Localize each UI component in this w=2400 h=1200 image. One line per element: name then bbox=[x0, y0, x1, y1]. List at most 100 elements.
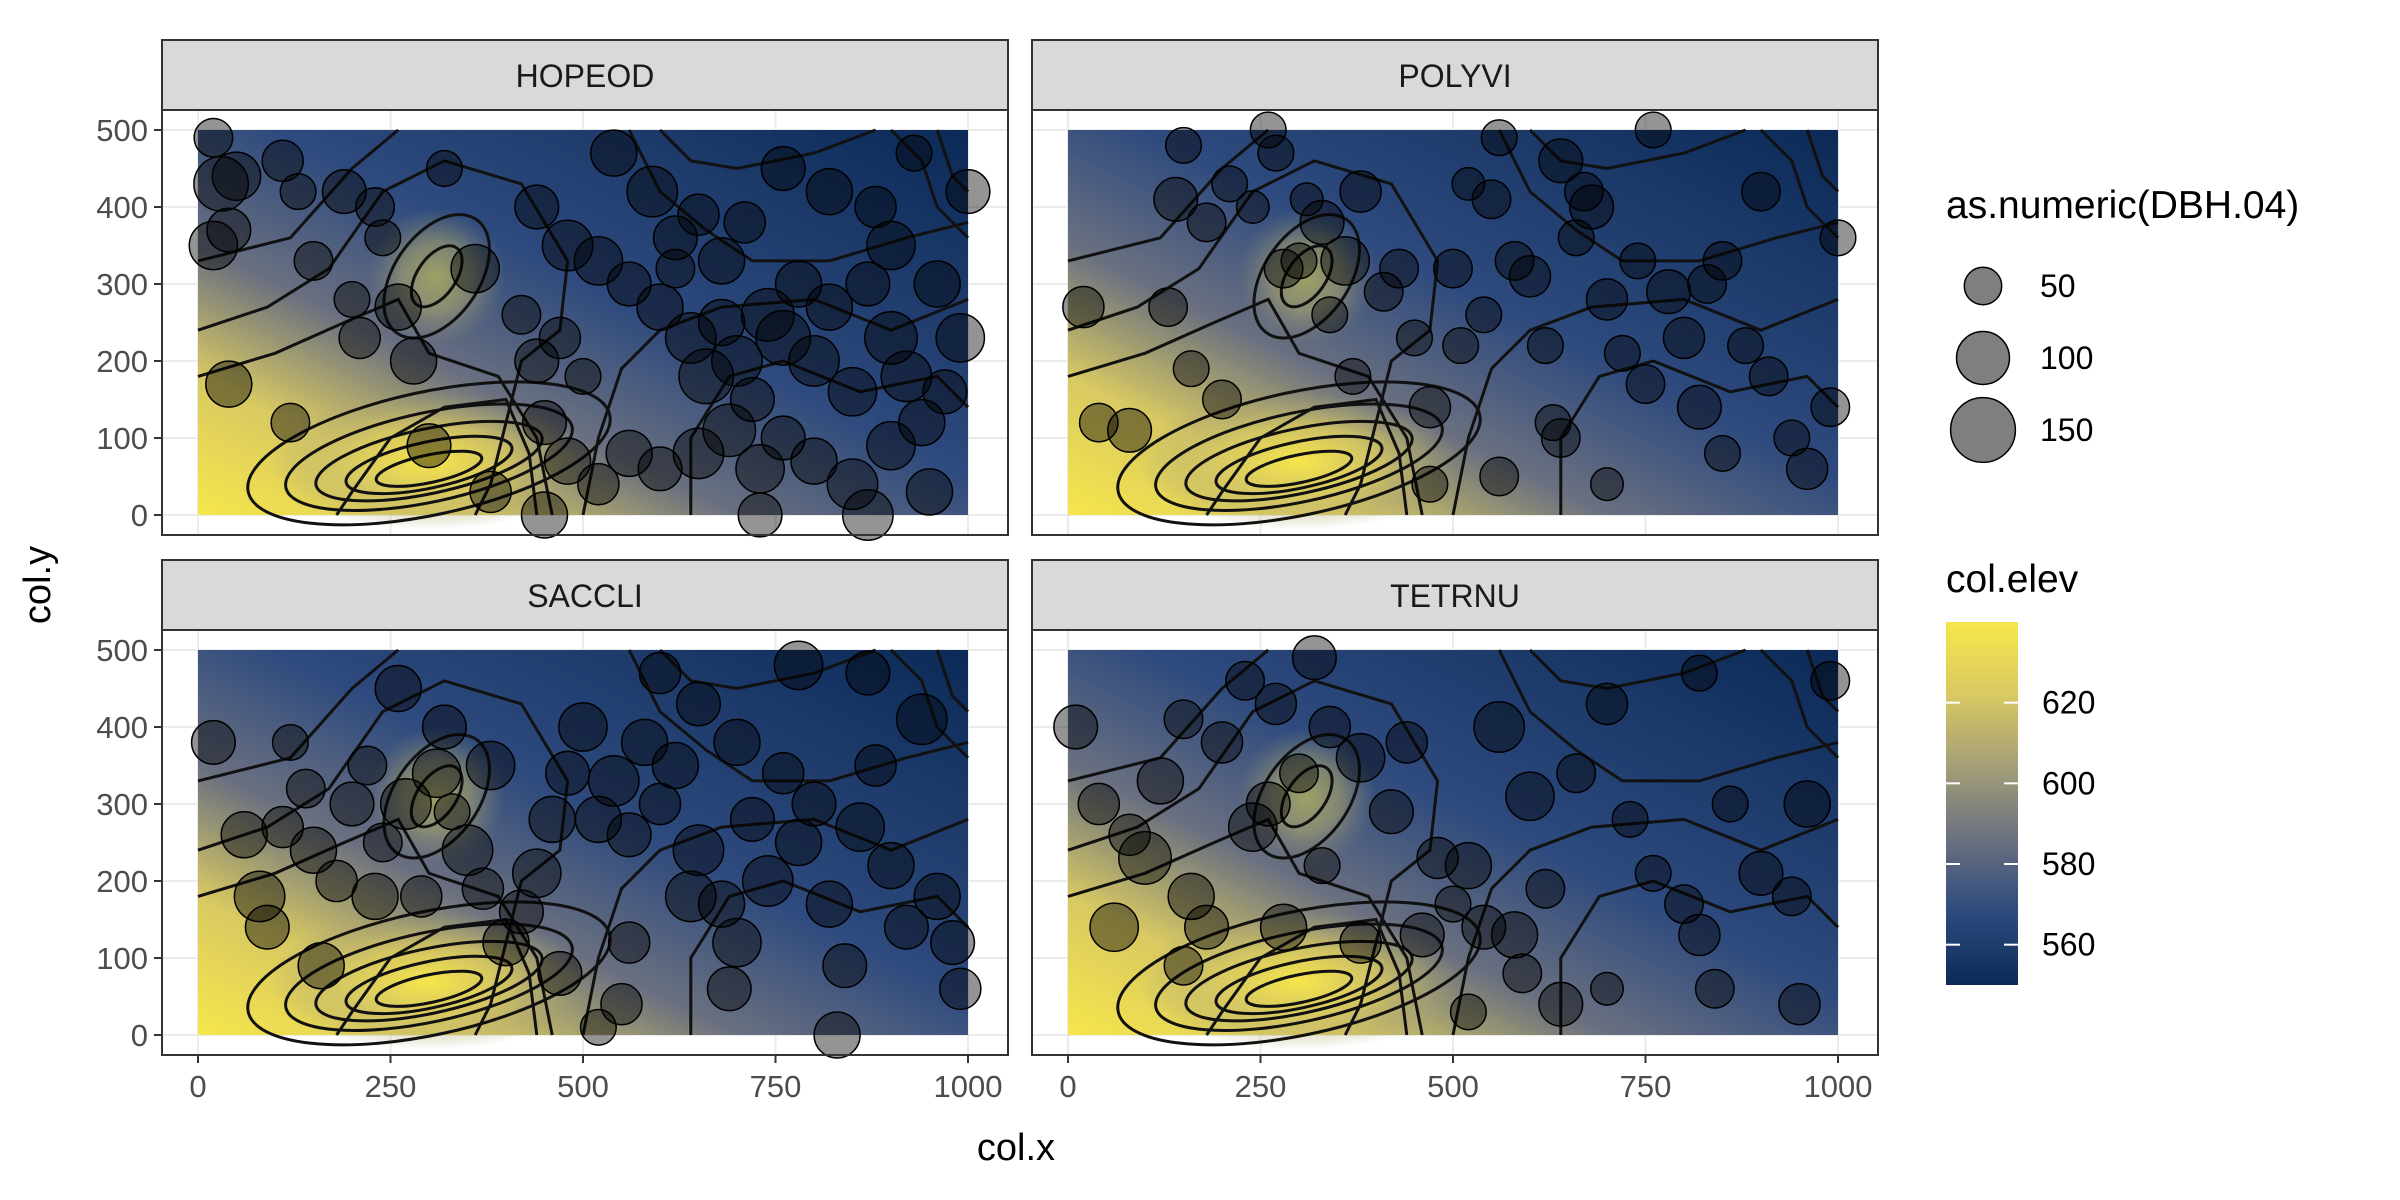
contour-line bbox=[1451, 297, 1839, 516]
tree-point bbox=[1538, 981, 1584, 1027]
contour-line bbox=[409, 764, 464, 829]
tree-point bbox=[605, 429, 653, 478]
tree-point bbox=[712, 917, 762, 968]
tree-point bbox=[285, 768, 326, 809]
tree-point bbox=[697, 880, 746, 928]
tree-point bbox=[1473, 701, 1526, 753]
contour-line bbox=[1528, 128, 1747, 171]
contour-line bbox=[1759, 648, 1840, 759]
tree-point bbox=[379, 778, 432, 830]
contour-line bbox=[1279, 764, 1334, 829]
tree-point bbox=[587, 754, 640, 807]
tree-point bbox=[1164, 126, 1203, 164]
tree-point bbox=[261, 805, 305, 849]
tree-point bbox=[1771, 876, 1812, 917]
tree-point bbox=[411, 748, 462, 799]
tree-point bbox=[1062, 285, 1105, 329]
contour-line bbox=[197, 128, 400, 263]
fill-legend-title: col.elev bbox=[1946, 558, 2079, 601]
tree-point bbox=[511, 848, 562, 899]
contour-line bbox=[658, 128, 877, 171]
facet-strip bbox=[1031, 559, 1879, 631]
tree-point bbox=[1810, 387, 1851, 428]
tree-point bbox=[637, 446, 683, 492]
contour-line bbox=[1116, 380, 1482, 527]
tree-point bbox=[1235, 189, 1270, 225]
tree-point bbox=[1738, 850, 1784, 896]
tree-point bbox=[664, 311, 717, 364]
tree-point bbox=[1525, 868, 1566, 909]
tree-point bbox=[514, 184, 560, 230]
contour-line bbox=[335, 397, 539, 516]
tree-point bbox=[577, 462, 620, 506]
tree-point bbox=[1311, 296, 1349, 334]
tree-point bbox=[406, 423, 452, 469]
tree-point bbox=[1603, 334, 1641, 372]
tree-point bbox=[579, 1008, 617, 1046]
tree-point bbox=[1291, 635, 1337, 681]
tree-point bbox=[1711, 785, 1749, 823]
tree-point bbox=[854, 744, 897, 787]
tree-point bbox=[1308, 705, 1352, 749]
tree-point bbox=[538, 316, 582, 360]
tree-point bbox=[773, 640, 824, 691]
size-legend-label: 50 bbox=[2040, 268, 2076, 304]
contour-line bbox=[1559, 879, 1840, 1035]
contour-line bbox=[314, 419, 544, 503]
tree-point bbox=[741, 855, 794, 907]
tree-point bbox=[1184, 904, 1230, 950]
tree-point bbox=[1480, 119, 1518, 157]
tree-point bbox=[1289, 182, 1324, 217]
x-tick-label: 250 bbox=[365, 1069, 417, 1104]
tree-point bbox=[675, 681, 722, 727]
tree-point bbox=[677, 193, 720, 237]
tree-point bbox=[1625, 364, 1666, 405]
tree-point bbox=[1563, 171, 1604, 212]
elevation-ridge-fill bbox=[367, 206, 507, 346]
tree-point bbox=[638, 651, 682, 695]
tree-point bbox=[1778, 982, 1821, 1026]
tree-point bbox=[713, 718, 761, 767]
tree-point bbox=[664, 870, 717, 923]
tree-point bbox=[1479, 456, 1520, 497]
contour-line bbox=[197, 159, 570, 516]
tree-point bbox=[1334, 357, 1372, 395]
tree-point bbox=[895, 693, 948, 746]
y-axis-title: col.y bbox=[17, 546, 59, 624]
tree-point bbox=[678, 348, 735, 405]
tree-point bbox=[338, 316, 382, 360]
tree-point bbox=[672, 427, 725, 480]
tree-point bbox=[461, 867, 505, 911]
tree-point bbox=[1589, 467, 1625, 502]
tree-point bbox=[1694, 968, 1735, 1009]
facet-panel-saccli: SACCLI 0 100 200 300 400 500 0 250 500 750 1000 bbox=[96, 559, 1009, 1104]
tree-point bbox=[1451, 166, 1486, 201]
contour-line bbox=[627, 649, 969, 783]
tree-point bbox=[501, 294, 542, 335]
tree-point bbox=[193, 117, 234, 158]
tree-point bbox=[1748, 356, 1789, 397]
tree-point bbox=[1490, 911, 1539, 959]
tree-point bbox=[1280, 242, 1318, 280]
tree-point bbox=[590, 129, 638, 177]
contour-line bbox=[197, 679, 570, 1036]
tree-point bbox=[1534, 404, 1572, 442]
tree-point bbox=[1585, 278, 1629, 321]
tree-point bbox=[188, 220, 239, 271]
tree-point bbox=[450, 243, 501, 294]
contour-line bbox=[1497, 129, 1839, 263]
contour-line bbox=[1067, 297, 1424, 516]
tree-point bbox=[233, 870, 286, 923]
tree-point bbox=[636, 283, 684, 331]
facet-strip-label: SACCLI bbox=[527, 578, 643, 614]
tree-point bbox=[1662, 316, 1706, 360]
tree-point bbox=[1339, 921, 1382, 964]
tree-point bbox=[935, 313, 986, 363]
facet-panel-hopeod: HOPEOD 0 100 200 300 400 500 bbox=[96, 39, 1009, 541]
tree-points bbox=[188, 117, 991, 541]
tree-points bbox=[190, 640, 982, 1059]
tree-point bbox=[1680, 654, 1718, 692]
y-tick-label: 400 bbox=[96, 710, 148, 745]
tree-point bbox=[723, 201, 767, 244]
x-tick-label: 250 bbox=[1235, 1069, 1287, 1104]
